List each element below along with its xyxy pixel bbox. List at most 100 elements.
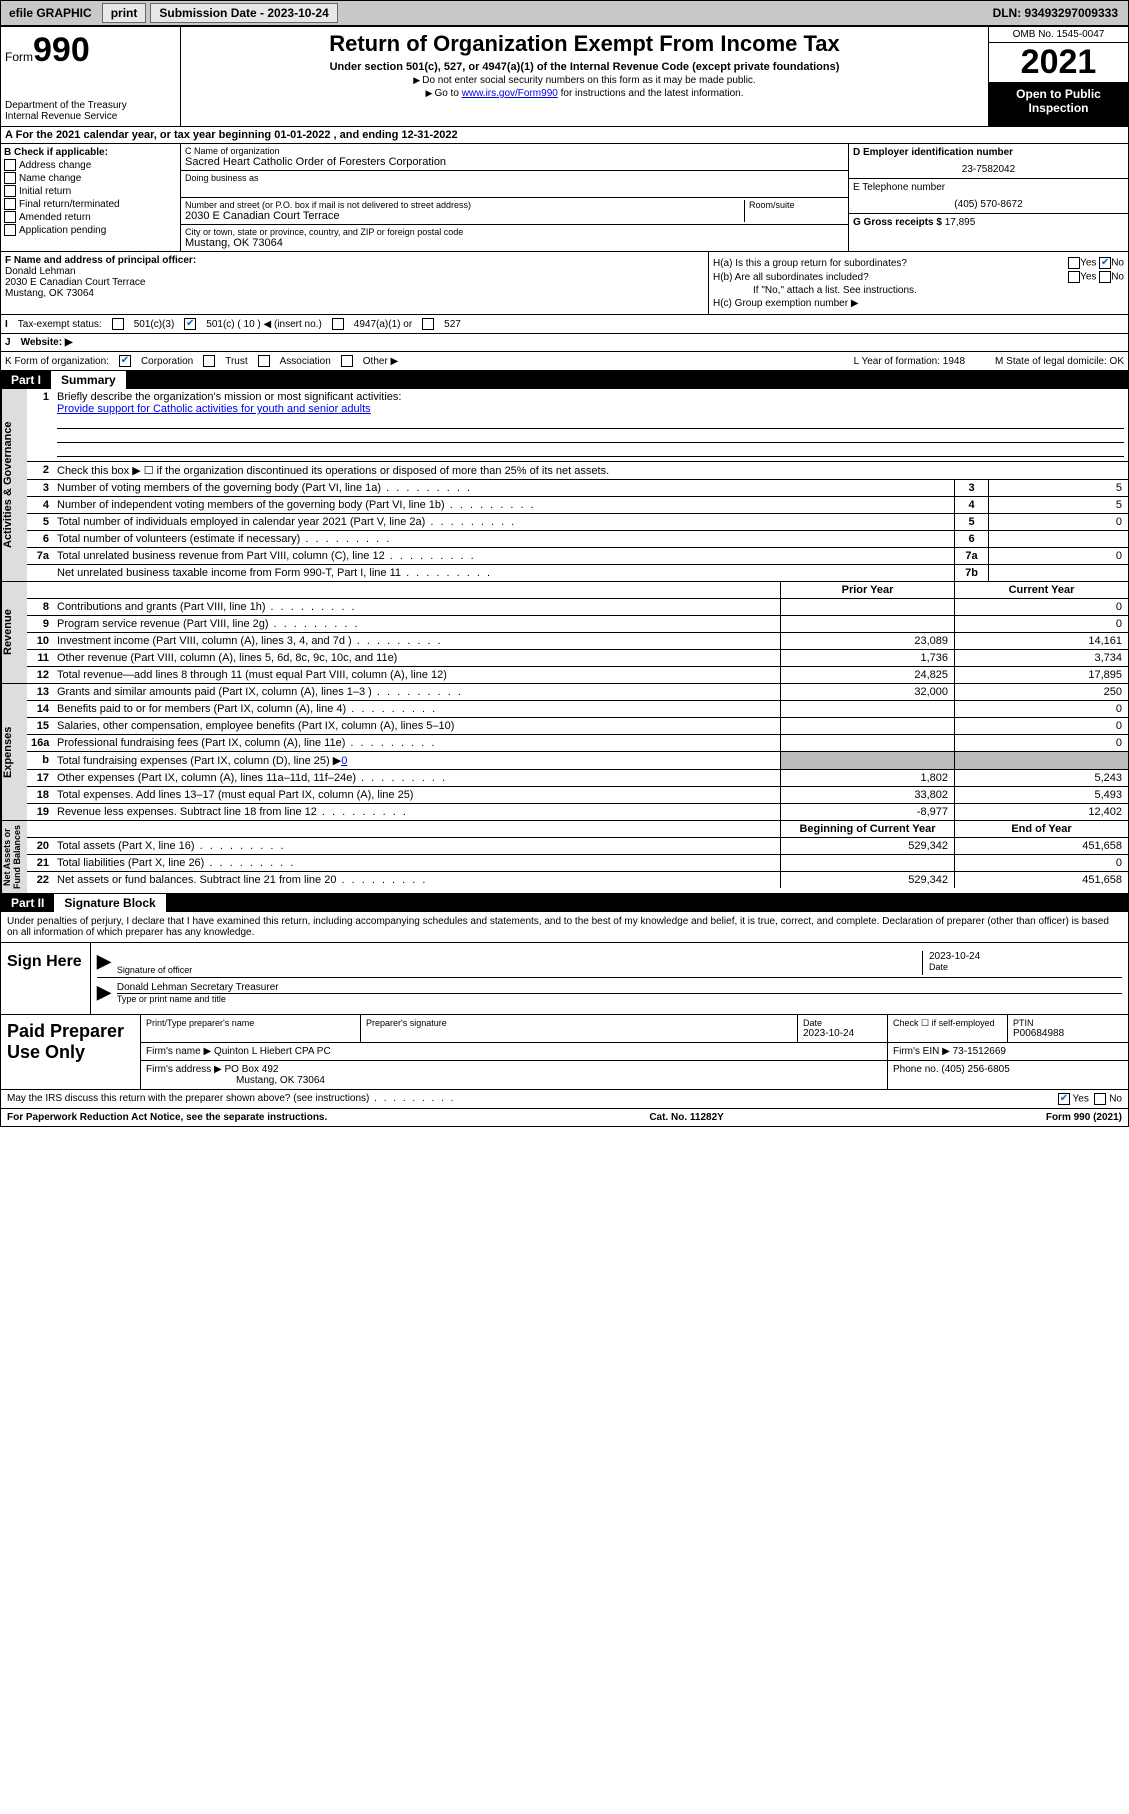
line-6: Total number of volunteers (estimate if … [53,531,954,547]
cat-no: Cat. No. 11282Y [649,1112,723,1123]
signature-arrow-icon: ▶ [97,951,111,975]
header-left: Form990 Department of the Treasury Inter… [1,27,181,126]
chk-assoc[interactable] [258,355,270,367]
dln-label: DLN: 93493297009333 [993,6,1126,20]
submission-date-button[interactable]: Submission Date - 2023-10-24 [150,3,337,23]
preparer-date-cell: Date2023-10-24 [798,1015,888,1042]
line-22: Net assets or fund balances. Subtract li… [53,872,780,888]
chk-discuss-yes[interactable] [1058,1093,1070,1105]
line-8: Contributions and grants (Part VIII, lin… [53,599,780,615]
chk-amended-return[interactable] [4,211,16,223]
box-f-officer: F Name and address of principal officer:… [1,252,708,314]
line-21: Total liabilities (Part X, line 26) [53,855,780,871]
sign-here-block: Sign Here ▶ Signature of officer 2023-10… [1,943,1128,1015]
line-2: Check this box ▶ ☐ if the organization d… [53,462,1128,479]
fundraising-link[interactable]: 0 [341,755,347,767]
chk-application-pending[interactable] [4,224,16,236]
line-7b: Net unrelated business taxable income fr… [53,565,954,581]
chk-ha-yes[interactable] [1068,257,1080,269]
chk-discuss-no[interactable] [1094,1093,1106,1105]
chk-hb-yes[interactable] [1068,271,1080,283]
line-9: Program service revenue (Part VIII, line… [53,616,780,632]
box-d-ein: D Employer identification number 23-7582… [849,144,1128,179]
vtab-expenses: Expenses [1,684,27,820]
preparer-ptin-cell: PTINP00684988 [1008,1015,1128,1042]
col-c-org-info: C Name of organization Sacred Heart Cath… [181,144,848,251]
tax-year: 2021 [989,43,1128,83]
signature-arrow-icon-2: ▶ [97,982,111,1004]
sign-here-label: Sign Here [1,943,91,1014]
preparer-name-cell: Print/Type preparer's name [141,1015,361,1042]
chk-501c[interactable] [184,318,196,330]
form-number: 990 [33,31,90,69]
chk-trust[interactable] [203,355,215,367]
chk-4947[interactable] [332,318,344,330]
chk-name-change[interactable] [4,172,16,184]
box-h: H(a) Is this a group return for subordin… [708,252,1128,314]
line-5: Total number of individuals employed in … [53,514,954,530]
header-right: OMB No. 1545-0047 2021 Open to Public In… [988,27,1128,126]
omb-number: OMB No. 1545-0047 [989,27,1128,43]
chk-initial-return[interactable] [4,185,16,197]
dept-label: Department of the Treasury Internal Reve… [5,100,176,122]
chk-corp[interactable] [119,355,131,367]
firm-phone-cell: Phone no. (405) 256-6805 [888,1061,1128,1089]
note-no-ssn: Do not enter social security numbers on … [185,75,984,86]
form-title: Return of Organization Exempt From Incom… [185,31,984,57]
line-17: Other expenses (Part IX, column (A), lin… [53,770,780,786]
section-b-c-d: B Check if applicable: Address change Na… [1,144,1128,252]
row-k-form-org: K Form of organization: Corporation Trus… [1,352,1128,371]
part-ii-header: Part II Signature Block [1,894,1128,912]
preparer-self-emp-cell: Check ☐ if self-employed [888,1015,1008,1042]
chk-other[interactable] [341,355,353,367]
irs-form990-link[interactable]: www.irs.gov/Form990 [462,88,558,99]
form-990: Form990 Department of the Treasury Inter… [0,26,1129,1127]
chk-address-change[interactable] [4,159,16,171]
paid-preparer-block: Paid Preparer Use Only Print/Type prepar… [1,1015,1128,1090]
line-20: Total assets (Part X, line 16) [53,838,780,854]
form-word: Form [5,50,33,64]
chk-501c3[interactable] [112,318,124,330]
line-14: Benefits paid to or for members (Part IX… [53,701,780,717]
line-15: Salaries, other compensation, employee b… [53,718,780,734]
mission-link[interactable]: Provide support for Catholic activities … [57,403,371,415]
box-e-phone: E Telephone number (405) 570-8672 [849,179,1128,214]
chk-527[interactable] [422,318,434,330]
chk-hb-no[interactable] [1099,271,1111,283]
print-button[interactable]: print [102,3,147,23]
line-4: Number of independent voting members of … [53,497,954,513]
firm-addr-cell: Firm's address ▶ PO Box 492 Mustang, OK … [141,1061,888,1089]
footer-row: For Paperwork Reduction Act Notice, see … [1,1109,1128,1126]
line-3: Number of voting members of the governin… [53,480,954,496]
irs-discuss-row: May the IRS discuss this return with the… [1,1090,1128,1109]
top-toolbar: efile GRAPHIC print Submission Date - 20… [0,0,1129,26]
part-i-header: Part I Summary [1,371,1128,389]
line-11: Other revenue (Part VIII, column (A), li… [53,650,780,666]
efile-label: efile GRAPHIC [3,4,98,22]
firm-name-cell: Firm's name ▶ Quinton L Hiebert CPA PC [141,1043,888,1060]
header-middle: Return of Organization Exempt From Incom… [181,27,988,126]
form-subtitle: Under section 501(c), 527, or 4947(a)(1)… [185,61,984,73]
cell-dba: Doing business as [181,171,848,198]
section-expenses: Expenses 13Grants and similar amounts pa… [1,684,1128,821]
cell-street: Number and street (or P.O. box if mail i… [181,198,848,225]
col-d-e-g: D Employer identification number 23-7582… [848,144,1128,251]
row-a-tax-year: A For the 2021 calendar year, or tax yea… [1,127,1128,144]
row-i-tax-status: I Tax-exempt status: 501(c)(3) 501(c) ( … [1,315,1128,334]
cell-city: City or town, state or province, country… [181,225,848,251]
line-16a: Professional fundraising fees (Part IX, … [53,735,780,751]
state-domicile: M State of legal domicile: OK [995,356,1124,367]
row-j-website: J Website: ▶ [1,334,1128,352]
year-formation: L Year of formation: 1948 [854,356,965,367]
vtab-governance: Activities & Governance [1,389,27,581]
form-version: Form 990 (2021) [1046,1112,1122,1123]
vtab-net-assets: Net Assets or Fund Balances [1,821,27,893]
col-b-checkboxes: B Check if applicable: Address change Na… [1,144,181,251]
line-7a: Total unrelated business revenue from Pa… [53,548,954,564]
open-to-public: Open to Public Inspection [989,83,1128,126]
row-f-h: F Name and address of principal officer:… [1,252,1128,315]
chk-final-return[interactable] [4,198,16,210]
chk-ha-no[interactable] [1099,257,1111,269]
section-activities-governance: Activities & Governance 1 Briefly descri… [1,389,1128,582]
signature-declaration: Under penalties of perjury, I declare th… [1,912,1128,943]
